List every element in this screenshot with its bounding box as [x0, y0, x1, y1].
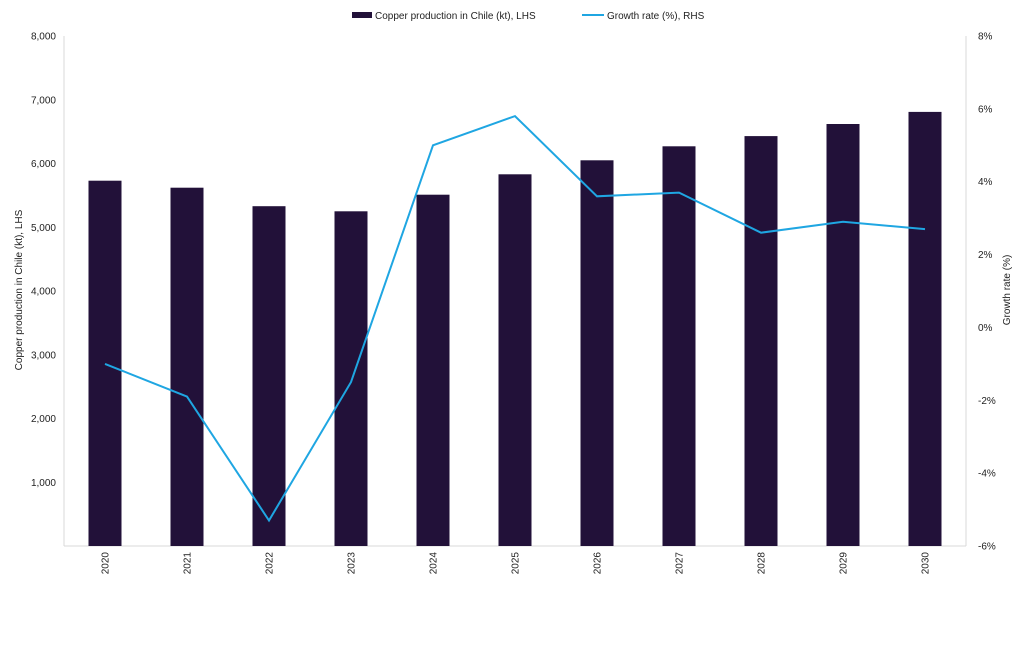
- bar-2024: [416, 194, 450, 546]
- y-tick-label: 2,000: [31, 414, 56, 425]
- x-tick-label: 2020: [101, 552, 112, 575]
- bar-2022: [252, 206, 286, 546]
- bar-2023: [334, 211, 368, 547]
- y-tick-label: 6,000: [31, 159, 56, 170]
- x-tick-label: 2029: [839, 552, 850, 575]
- y2-tick-label: -2%: [978, 396, 996, 407]
- bar-2026: [580, 160, 614, 547]
- legend-swatch-production: [352, 12, 372, 18]
- bar-2027: [662, 146, 696, 547]
- bar-2025: [498, 174, 532, 547]
- x-tick-label: 2027: [675, 552, 686, 575]
- legend: Copper production in Chile (kt), LHS Gro…: [352, 11, 705, 22]
- y2-tick-label: -4%: [978, 469, 996, 480]
- y2-tick-label: -6%: [978, 542, 996, 553]
- bar-2030: [908, 111, 942, 547]
- bar-2020: [88, 180, 122, 546]
- y2-axis-title: Growth rate (%): [1002, 255, 1013, 326]
- y-tick-label: 8,000: [31, 32, 56, 43]
- x-tick-label: 2023: [347, 552, 358, 575]
- legend-label-growth: Growth rate (%), RHS: [607, 11, 705, 22]
- y2-ticks: -6% -4% -2% 0% 2% 4% 6% 8%: [978, 32, 996, 553]
- y-tick-label: 1,000: [31, 478, 56, 489]
- x-tick-label: 2025: [511, 552, 522, 575]
- y2-tick-label: 0%: [978, 323, 993, 334]
- x-tick-label: 2022: [265, 552, 276, 575]
- x-tick-label: 2024: [429, 552, 440, 575]
- y2-tick-label: 2%: [978, 250, 993, 261]
- bar-2021: [170, 187, 204, 546]
- y-tick-label: 4,000: [31, 287, 56, 298]
- bars: [88, 111, 942, 547]
- x-tick-label: 2021: [183, 552, 194, 575]
- y-tick-label: 5,000: [31, 223, 56, 234]
- x-tick-label: 2030: [921, 552, 932, 575]
- y-tick-label: 3,000: [31, 350, 56, 361]
- bar-2028: [744, 136, 778, 546]
- x-tick-label: 2026: [593, 552, 604, 575]
- y2-tick-label: 6%: [978, 104, 993, 115]
- legend-label-production: Copper production in Chile (kt), LHS: [375, 11, 536, 22]
- x-ticks: 2020 2021 2022 2023 2024 2025 2026 2027 2028 2029…: [101, 552, 932, 575]
- y-ticks: 1,000 2,000 3,000 4,000 5,000 6,000 7,000 8,000: [31, 32, 56, 489]
- growth-line: [104, 114, 926, 523]
- y2-tick-label: 4%: [978, 177, 993, 188]
- y-axis-title: Copper production in Chile (kt), LHS: [14, 209, 25, 370]
- y-tick-label: 7,000: [31, 95, 56, 106]
- y2-tick-label: 8%: [978, 32, 993, 43]
- bar-2029: [826, 124, 860, 546]
- x-tick-label: 2028: [757, 552, 768, 575]
